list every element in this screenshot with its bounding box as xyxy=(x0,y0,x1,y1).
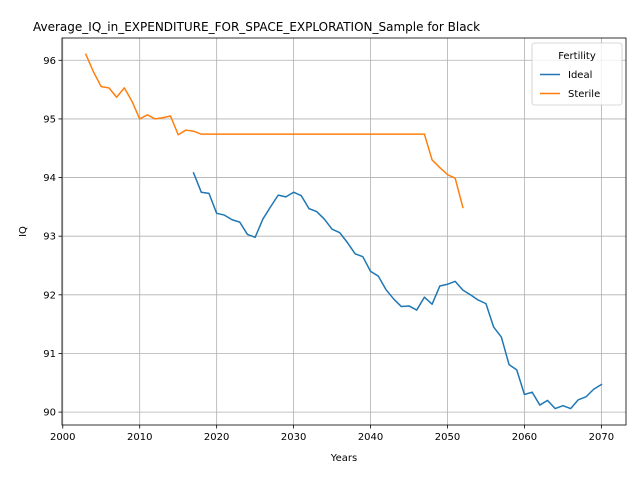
series-line-ideal xyxy=(192,171,603,410)
series-lines xyxy=(84,53,603,410)
y-tick-label: 96 xyxy=(43,56,56,67)
x-axis-label: Years xyxy=(330,453,357,464)
x-tick-label: 2060 xyxy=(512,432,537,443)
x-tick-label: 2000 xyxy=(50,432,75,443)
legend-label: Ideal xyxy=(568,70,592,81)
legend-item-ideal[interactable]: Ideal xyxy=(540,70,592,81)
legend-title: Fertility xyxy=(558,51,596,62)
plot-frame xyxy=(61,37,627,426)
legend-label: Sterile xyxy=(568,89,600,100)
y-tick-label: 90 xyxy=(43,408,56,419)
legend-box xyxy=(531,42,623,106)
y-tick-label: 91 xyxy=(43,349,56,360)
grid xyxy=(62,38,626,425)
x-tick-label: 2030 xyxy=(281,432,306,443)
axis-ticks: 2000 2010 2020 2030 2040 2050 2060 2070 90 91 92 93… xyxy=(43,56,614,443)
legend-item-sterile[interactable]: Sterile xyxy=(540,89,600,100)
y-tick-label: 94 xyxy=(43,173,56,184)
x-tick-label: 2010 xyxy=(127,432,152,443)
x-tick-label: 2050 xyxy=(435,432,460,443)
x-tick-label: 2070 xyxy=(589,432,614,443)
series-line-sterile xyxy=(84,53,464,209)
y-axis-label: IQ xyxy=(18,226,29,237)
y-tick-label: 92 xyxy=(43,290,56,301)
chart-title: Average_IQ_in_EXPENDITURE_FOR_SPACE_EXPL… xyxy=(33,20,480,34)
y-tick-label: 93 xyxy=(43,232,56,243)
legend[interactable]: Fertility Ideal Sterile xyxy=(531,42,623,106)
x-tick-label: 2040 xyxy=(358,432,383,443)
y-tick-label: 95 xyxy=(43,114,56,125)
x-tick-label: 2020 xyxy=(204,432,229,443)
